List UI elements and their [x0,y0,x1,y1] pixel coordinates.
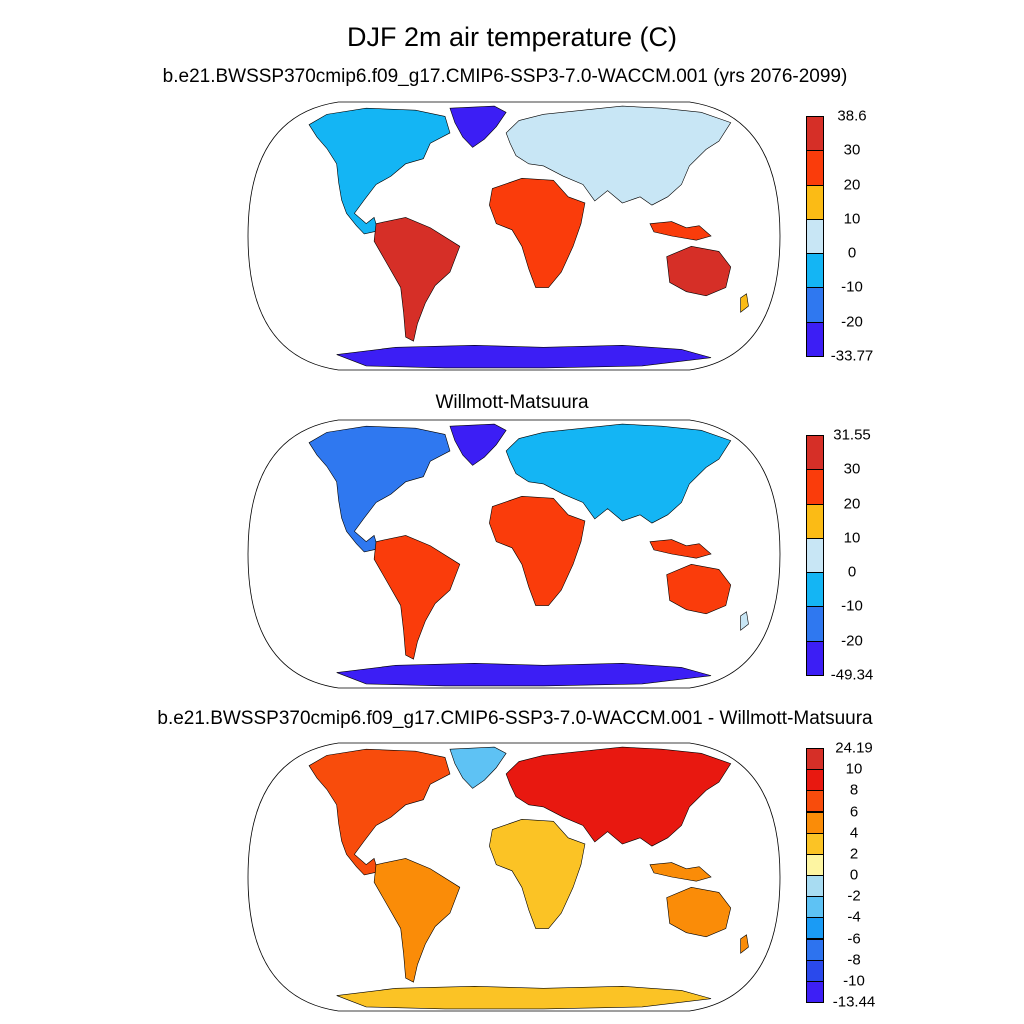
colorbar-label: -20 [841,313,863,331]
eurasia-land [505,423,732,524]
colorbar-segment [806,748,824,771]
africa-land [489,177,586,288]
north-america-land [308,425,451,553]
colorbar-label: 30 [843,141,861,159]
colorbar-segment [806,769,824,792]
colorbar-label: -20 [841,632,863,650]
colorbar-segment [806,896,824,919]
colorbar-label: 20 [843,495,861,513]
colorbar-segment [806,150,824,186]
colorbar-label: 31.55 [833,426,871,444]
colorbar-label: -4 [847,908,861,926]
new-zealand-land [740,611,749,631]
colorbar-label: 0 [847,563,857,581]
indonesia-land [649,539,712,559]
colorbar-label: -33.77 [830,347,874,365]
colorbar-segment [806,640,824,676]
colorbar-label: 10 [843,210,861,228]
colorbar-label: 0 [849,866,859,884]
australia-land [666,563,732,615]
colorbar-label: -10 [841,597,863,615]
indonesia-land [649,862,712,882]
colorbar-label: 10 [845,760,863,778]
north-america-land [308,107,451,235]
colorbar-label: 20 [843,176,861,194]
panel-2-title: Willmott-Matsuura [435,392,589,413]
colorbar-3 [806,748,824,1003]
colorbar-label: -6 [847,930,861,947]
africa-land [489,495,586,606]
greenland-land [449,423,507,466]
colorbar-label: 4 [849,824,859,842]
colorbar-label: 8 [849,781,859,799]
australia-land [666,886,732,938]
colorbar-2 [806,435,824,676]
antarctica-land [336,662,712,687]
colorbar-label: 10 [843,529,861,547]
colorbar-segment [806,503,824,539]
colorbar-label: -8 [847,951,861,969]
colorbar-label: 0 [847,244,857,262]
eurasia-land [505,746,732,847]
colorbar-label: 38.6 [837,107,867,125]
south-america-land [373,217,461,342]
panel-3-title: b.e21.BWSSP370cmip6.f09_g17.CMIP6-SSP3-7… [157,708,873,729]
colorbar-label: 24.19 [835,739,873,757]
map-panel-2 [247,419,781,689]
colorbar-segment [806,184,824,220]
eurasia-land [505,105,732,206]
colorbar-segment [806,959,824,982]
colorbar-label: -10 [841,278,863,296]
australia-land [666,245,732,297]
colorbar-1 [806,116,824,357]
colorbar-segment [806,790,824,813]
colorbar-label: -13.44 [832,993,876,1011]
greenland-land [449,105,507,148]
colorbar-label: 30 [843,460,861,478]
antarctica-land [336,985,712,1010]
colorbar-segment [806,938,824,961]
map-panel-1 [247,101,781,371]
colorbar-segment [806,832,824,855]
colorbar-segment [806,435,824,471]
colorbar-segment [806,811,824,834]
colorbar-label: -2 [847,887,861,905]
colorbar-segment [806,853,824,876]
colorbar-segment [806,116,824,152]
colorbar-segment [806,253,824,289]
colorbar-segment [806,917,824,940]
colorbar-segment [806,875,824,898]
new-zealand-land [740,934,749,954]
antarctica-land [336,344,712,369]
south-america-land [373,858,461,983]
north-america-land [308,748,451,876]
south-america-land [373,535,461,660]
colorbar-segment [806,572,824,608]
colorbar-segment [806,606,824,642]
colorbar-label: 6 [849,803,859,820]
colorbar-segment [806,469,824,505]
panel-1-title: b.e21.BWSSP370cmip6.f09_g17.CMIP6-SSP3-7… [162,66,848,87]
colorbar-segment [806,287,824,323]
colorbar-segment [806,980,824,1003]
colorbar-label: 2 [849,845,859,863]
greenland-land [449,746,507,789]
colorbar-label: -10 [843,972,865,990]
map-panel-3 [247,742,781,1012]
colorbar-segment [806,537,824,574]
figure-title: DJF 2m air temperature (C) [346,22,678,52]
colorbar-segment [806,321,824,357]
colorbar-segment [806,218,824,255]
indonesia-land [649,221,712,241]
africa-land [489,818,586,929]
new-zealand-land [740,293,749,313]
colorbar-label: -49.34 [830,666,874,684]
